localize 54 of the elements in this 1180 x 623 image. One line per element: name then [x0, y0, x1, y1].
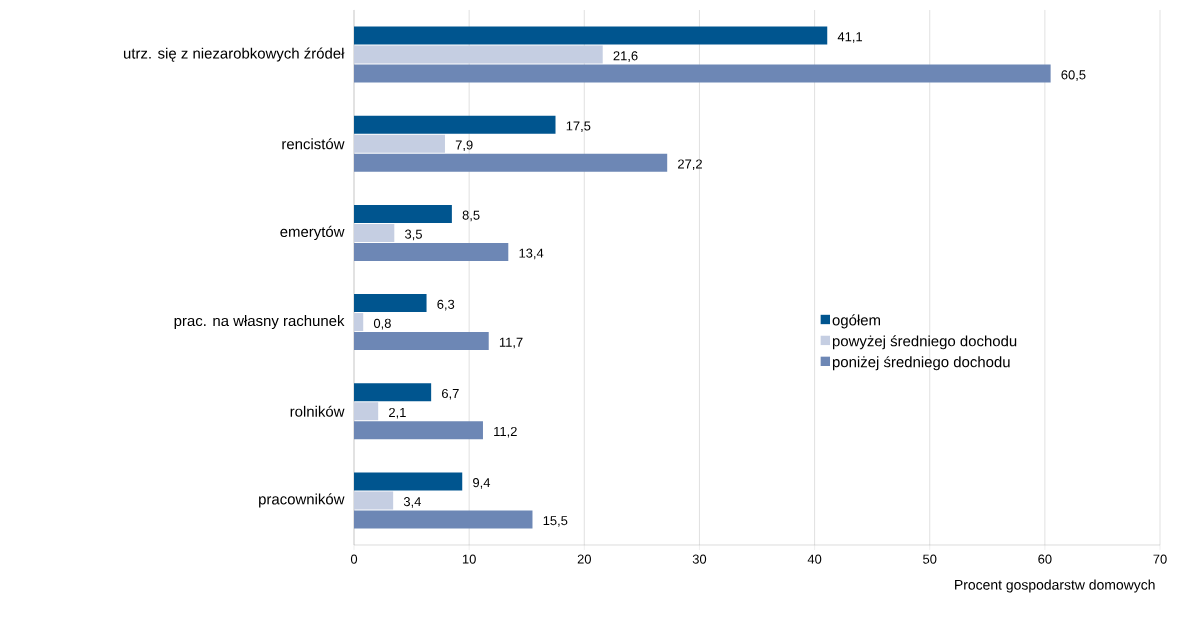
x-tick-label: 10 — [462, 554, 476, 564]
data-label: 8,5 — [462, 210, 480, 222]
data-label: 0,8 — [373, 318, 391, 330]
bar — [354, 242, 509, 261]
bar — [354, 510, 533, 529]
bar — [354, 294, 427, 313]
bar — [354, 332, 489, 351]
bar — [354, 223, 395, 242]
y-tick-label: rolników — [290, 405, 345, 417]
x-tick-label: 30 — [692, 554, 707, 564]
data-label: 21,6 — [613, 51, 638, 62]
data-label: 7,9 — [455, 140, 473, 152]
y-tick-label: prac. na własny rachunek — [174, 315, 345, 330]
y-tick-label: rencistów — [282, 138, 345, 150]
bar — [354, 134, 445, 153]
data-label: 6,7 — [442, 388, 459, 400]
data-label: 41,1 — [837, 32, 863, 43]
x-tick-label: 40 — [807, 554, 822, 564]
bar — [354, 204, 452, 223]
y-tick-label: pracowników — [259, 493, 345, 508]
bar — [354, 491, 394, 510]
data-label: 3,4 — [403, 497, 421, 508]
x-tick-label: 60 — [1038, 554, 1052, 564]
data-label: 17,5 — [566, 121, 591, 133]
bar — [354, 45, 603, 64]
x-axis-title: Procent gospodarstw domowych — [955, 579, 1155, 593]
bar — [354, 64, 1051, 83]
x-tick-label: 0 — [350, 554, 358, 564]
y-tick-label: utrz. się z niezarobkowych źródeł — [123, 47, 345, 62]
legend-label: ogółem — [832, 314, 880, 329]
data-label: 15,5 — [543, 516, 568, 527]
bar — [354, 115, 556, 134]
y-tick-label: emerytów — [280, 225, 345, 240]
data-label: 13,4 — [519, 248, 544, 260]
data-label: 60,5 — [1061, 70, 1086, 81]
bar — [354, 402, 379, 421]
x-tick-label: 50 — [923, 554, 937, 564]
data-label: 11,7 — [499, 337, 523, 349]
bar — [354, 26, 828, 45]
bar — [354, 383, 432, 402]
bar — [354, 153, 668, 172]
data-label: 3,5 — [405, 229, 422, 241]
x-tick-label: 20 — [577, 554, 591, 564]
bar — [354, 421, 483, 440]
bar — [354, 313, 364, 332]
bar — [354, 472, 463, 491]
data-label: 2,1 — [389, 407, 406, 419]
x-tick-label: 70 — [1153, 554, 1167, 564]
data-label: 27,2 — [678, 159, 702, 171]
data-label: 6,3 — [437, 299, 455, 311]
legend-label: poniżej średniego dochodu — [832, 356, 1010, 371]
data-label: 9,4 — [473, 478, 491, 489]
legend-label: powyżej średniego dochodu — [832, 335, 1017, 350]
data-label: 11,2 — [494, 426, 517, 438]
